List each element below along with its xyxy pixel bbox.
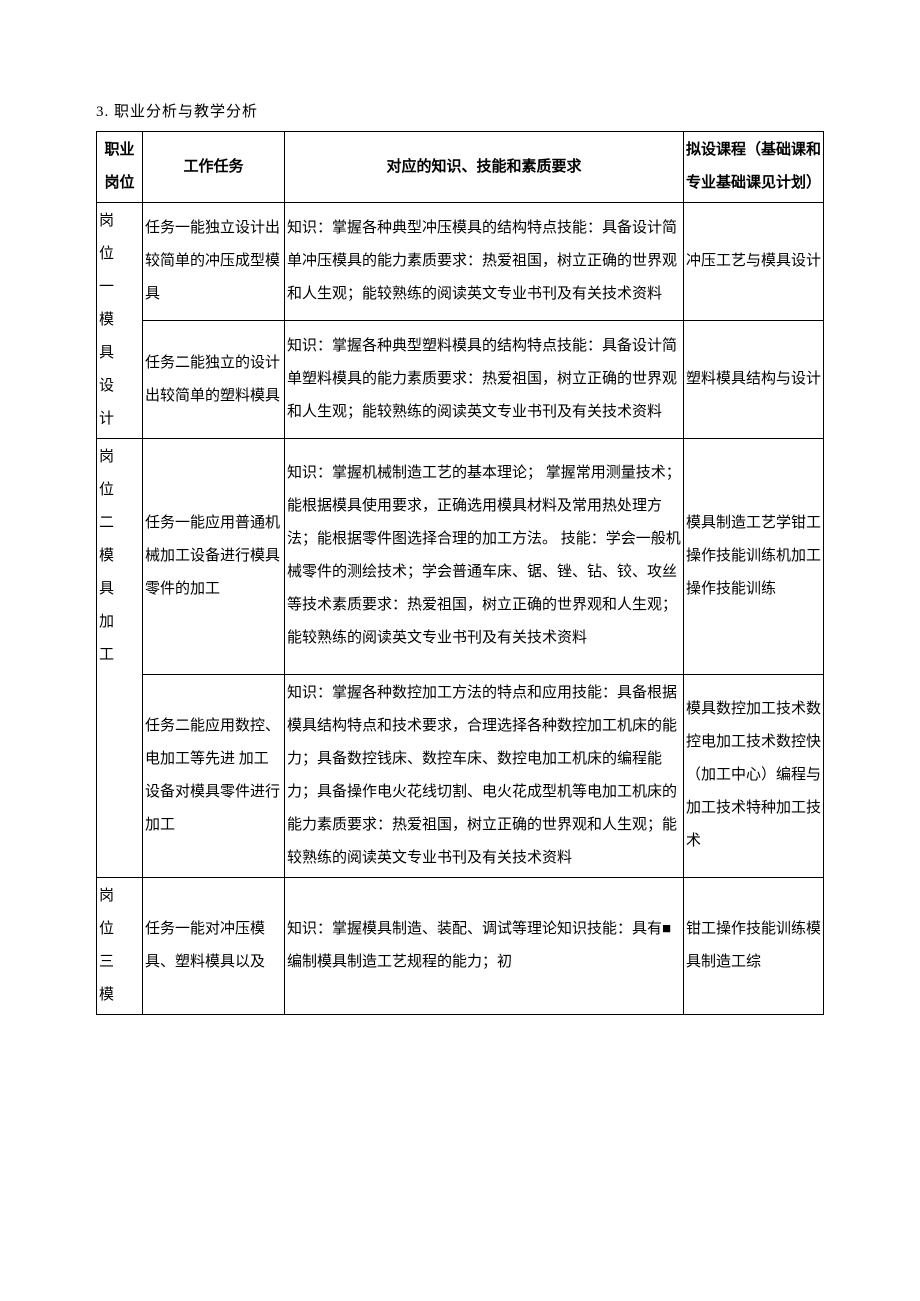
cell-course: 模具制造工艺学钳工操作技能训练机加工操作技能训练 — [684, 439, 824, 675]
cell-position-1: 岗 位一 模具 设计 — [97, 203, 143, 439]
table-row: 岗 位二 模具 加工 任务一能应用普通机械加工设备进行模具零件的加工 知识：掌握… — [97, 439, 824, 675]
cell-position-3: 岗位三模 — [97, 877, 143, 1014]
cell-position-2b — [97, 674, 143, 877]
cell-position-2: 岗 位二 模具 加工 — [97, 439, 143, 675]
table-row: 任务二能独立的设计出较简单的塑料模具 知识：掌握各种典型塑料模具的结构特点技能：… — [97, 321, 824, 439]
cell-requirement: 知识：掌握各种数控加工方法的特点和应用技能：具备根据模具结构特点和技术要求，合理… — [285, 674, 684, 877]
cell-task: 任务一能应用普通机械加工设备进行模具零件的加工 — [143, 439, 285, 675]
table-row: 岗 位一 模具 设计 任务一能独立设计出较简单的冲压成型模具 知识：掌握各种典型… — [97, 203, 824, 321]
cell-requirement: 知识：掌握模具制造、装配、调试等理论知识技能：具有■编制模具制造工艺规程的能力；… — [285, 877, 684, 1014]
header-requirement: 对应的知识、技能和素质要求 — [285, 132, 684, 203]
cell-task: 任务二能应用数控、电加工等先进 加工设备对模具零件进行加工 — [143, 674, 285, 877]
table-header-row: 职业岗位 工作任务 对应的知识、技能和素质要求 拟设课程（基础课和专业基础课见计… — [97, 132, 824, 203]
header-course: 拟设课程（基础课和专业基础课见计划） — [684, 132, 824, 203]
cell-requirement: 知识：掌握机械制造工艺的基本理论； 掌握常用测量技术；能根据模具使用要求，正确选… — [285, 439, 684, 675]
section-title: 3. 职业分析与教学分析 — [96, 100, 824, 121]
table-row: 任务二能应用数控、电加工等先进 加工设备对模具零件进行加工 知识：掌握各种数控加… — [97, 674, 824, 877]
document-page: 3. 职业分析与教学分析 职业岗位 工作任务 对应的知识、技能和素质要求 拟设课… — [0, 0, 920, 1055]
table-row: 岗位三模 任务一能对冲压模具、塑料模具以及 知识：掌握模具制造、装配、调试等理论… — [97, 877, 824, 1014]
cell-course: 塑料模具结构与设计 — [684, 321, 824, 439]
cell-course: 钳工操作技能训练模具制造工综 — [684, 877, 824, 1014]
cell-course: 冲压工艺与模具设计 — [684, 203, 824, 321]
cell-task: 任务一能对冲压模具、塑料模具以及 — [143, 877, 285, 1014]
cell-requirement: 知识：掌握各种典型塑料模具的结构特点技能：具备设计简单塑料模具的能力素质要求：热… — [285, 321, 684, 439]
analysis-table: 职业岗位 工作任务 对应的知识、技能和素质要求 拟设课程（基础课和专业基础课见计… — [96, 131, 824, 1015]
cell-task: 任务二能独立的设计出较简单的塑料模具 — [143, 321, 285, 439]
cell-course: 模具数控加工技术数控电加工技术数控快（加工中心）编程与加工技术特种加工技术 — [684, 674, 824, 877]
header-task: 工作任务 — [143, 132, 285, 203]
cell-task: 任务一能独立设计出较简单的冲压成型模具 — [143, 203, 285, 321]
cell-requirement: 知识：掌握各种典型冲压模具的结构特点技能：具备设计简单冲压模具的能力素质要求：热… — [285, 203, 684, 321]
header-position: 职业岗位 — [97, 132, 143, 203]
